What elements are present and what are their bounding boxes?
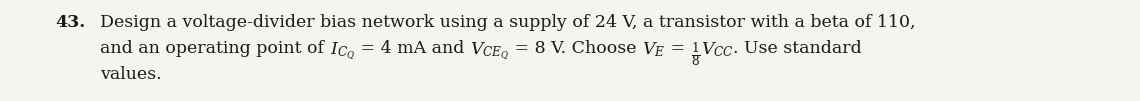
Text: Design a voltage-divider bias network using a supply of 24 V, a transistor with : Design a voltage-divider bias network us… — [100, 14, 915, 31]
Text: $V_E$: $V_E$ — [642, 40, 665, 59]
Text: $V_{CC}$: $V_{CC}$ — [700, 40, 733, 59]
Text: and an operating point of: and an operating point of — [100, 40, 329, 57]
Text: values.: values. — [100, 66, 162, 83]
Text: =: = — [665, 40, 691, 57]
Text: $I_{C_Q}$: $I_{C_Q}$ — [329, 40, 355, 61]
Text: . Use standard: . Use standard — [733, 40, 862, 57]
Text: = 8 V. Choose: = 8 V. Choose — [508, 40, 642, 57]
Text: $\frac{1}{8}$: $\frac{1}{8}$ — [691, 40, 700, 69]
Text: 43.: 43. — [55, 14, 86, 31]
Text: = 4 mA and: = 4 mA and — [355, 40, 470, 57]
Text: $V_{CE_Q}$: $V_{CE_Q}$ — [470, 40, 508, 61]
